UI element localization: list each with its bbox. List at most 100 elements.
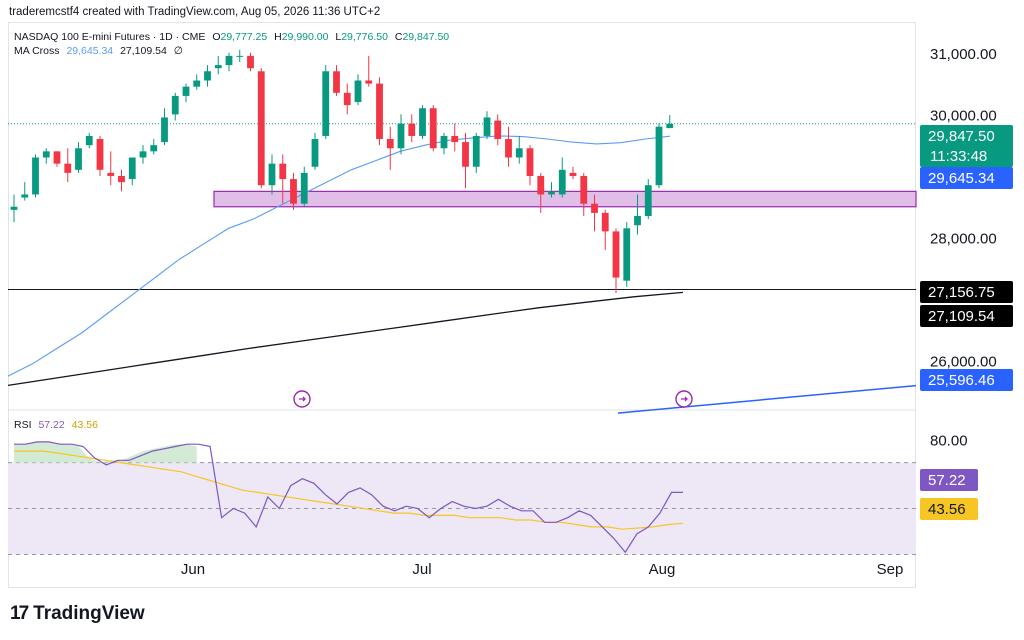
candle-body[interactable] [569, 172, 577, 176]
close-label: C [394, 31, 403, 43]
symbol-title: NASDAQ 100 E-mini Futures · 1D · CME [14, 31, 206, 43]
candle-body[interactable] [397, 123, 405, 149]
candle-body[interactable] [494, 120, 502, 140]
rsi-ma-line[interactable] [14, 450, 684, 530]
candle-body[interactable] [21, 194, 29, 198]
candle-body[interactable] [107, 172, 115, 176]
rsi-label-rsi_ma[interactable] [920, 498, 978, 520]
price-label-trend[interactable] [920, 369, 1013, 391]
candle-body[interactable] [290, 179, 297, 204]
ma-fast-value: 29,645.34 [66, 45, 114, 57]
candle-body[interactable] [440, 135, 448, 149]
rsi-axis-tick: 80.00 [930, 433, 968, 450]
candle-body[interactable] [386, 139, 394, 149]
tradingview-logo-mark: 17 [10, 603, 29, 624]
candle-body[interactable] [634, 216, 641, 226]
candle-body[interactable] [42, 151, 50, 158]
candle-body[interactable] [161, 117, 168, 143]
candle-body[interactable] [322, 71, 330, 136]
candle-body[interactable] [655, 126, 663, 186]
candle-body[interactable] [537, 175, 545, 195]
candle-body[interactable] [128, 157, 136, 180]
candle-body[interactable] [257, 71, 265, 186]
eye-off-icon[interactable]: ∅ [173, 45, 183, 57]
candle-body[interactable] [96, 139, 104, 170]
candle-body[interactable] [204, 71, 211, 81]
candle-body[interactable] [268, 163, 276, 186]
candle-body[interactable] [354, 80, 362, 103]
rsi-overbought-fill [14, 441, 197, 463]
candle-body[interactable] [591, 203, 598, 213]
price-label-text: 27,156.75 [928, 284, 995, 301]
candle-body[interactable] [515, 148, 523, 158]
candle-body[interactable] [376, 83, 383, 140]
candle-body[interactable] [666, 123, 674, 129]
candle-body[interactable] [623, 228, 631, 281]
candle-body[interactable] [612, 231, 620, 278]
candle-body[interactable] [558, 169, 566, 195]
rsi-legend[interactable]: RSI 57.22 43.56 [14, 419, 102, 431]
candle-body[interactable] [10, 206, 18, 210]
candle-body[interactable] [601, 212, 609, 232]
candle-body[interactable] [548, 191, 555, 195]
candle-body[interactable] [64, 163, 72, 173]
candle-body[interactable] [300, 172, 308, 204]
price-label-black[interactable] [920, 305, 1013, 327]
ma-slow-value: 27,109.54 [120, 45, 167, 57]
candle-body[interactable] [171, 95, 179, 115]
price-axis-tick: 28,000.00 [930, 231, 997, 248]
candle-body[interactable] [526, 148, 534, 176]
price-axis-tick: 26,000.00 [930, 354, 997, 371]
candle-body[interactable] [462, 142, 469, 167]
open-label: O [212, 31, 221, 43]
candle-body[interactable] [150, 145, 158, 152]
candle-body[interactable] [505, 139, 512, 158]
candle-body[interactable] [408, 123, 416, 136]
rsi-label-rsi[interactable] [920, 469, 978, 491]
candle-body[interactable] [182, 86, 190, 96]
candle-body[interactable] [644, 185, 652, 216]
candle-body[interactable] [343, 92, 351, 106]
candle-body[interactable] [193, 80, 201, 87]
candle-body[interactable] [333, 71, 340, 93]
candle-body[interactable] [279, 163, 287, 180]
candle-body[interactable] [311, 139, 319, 167]
tradingview-logo[interactable]: 17 TradingView [10, 603, 145, 625]
ma-legend[interactable]: MA Cross 29,645.34 27,109.54 ∅ [14, 45, 187, 57]
rsi-value: 57.22 [38, 419, 65, 431]
candle-body[interactable] [214, 65, 222, 69]
price-axis-tick: 31,000.00 [930, 46, 997, 63]
candle-body[interactable] [53, 151, 61, 164]
candle-body[interactable] [472, 135, 480, 167]
countdown-text: 11:33:48 [930, 148, 987, 165]
candle-body[interactable] [85, 135, 93, 146]
candle-body[interactable] [580, 175, 588, 204]
candle-body[interactable] [225, 55, 233, 66]
candle-body[interactable] [118, 175, 125, 183]
high-label: H [274, 31, 282, 43]
candle-body[interactable] [483, 117, 491, 136]
rsi-label-text: 43.56 [928, 501, 966, 518]
price-label-fast[interactable] [920, 167, 1013, 189]
candle-body[interactable] [247, 55, 254, 69]
candle-body[interactable] [75, 148, 82, 170]
chart-header: traderemcstf4 created with TradingView.c… [9, 6, 381, 18]
ma-fast-line[interactable] [7, 135, 671, 377]
candle-body[interactable] [32, 157, 39, 195]
open-value: 29,777.25 [220, 31, 268, 43]
chart-frame[interactable] [8, 22, 916, 588]
candle-body[interactable] [236, 55, 244, 57]
candle-body[interactable] [429, 108, 437, 149]
price-label-black[interactable] [920, 281, 1013, 303]
candle-body[interactable] [139, 151, 147, 158]
trend-line[interactable] [617, 384, 917, 414]
price-label-price[interactable] [920, 125, 1013, 167]
candle-body[interactable] [419, 108, 426, 136]
ma-label: MA Cross [14, 45, 60, 57]
candle-body[interactable] [451, 135, 459, 143]
price-label-text: 29,847.50 [928, 128, 995, 145]
rsi-line[interactable] [14, 441, 683, 554]
candle-body[interactable] [365, 80, 373, 84]
ma-slow-line[interactable] [7, 291, 684, 387]
